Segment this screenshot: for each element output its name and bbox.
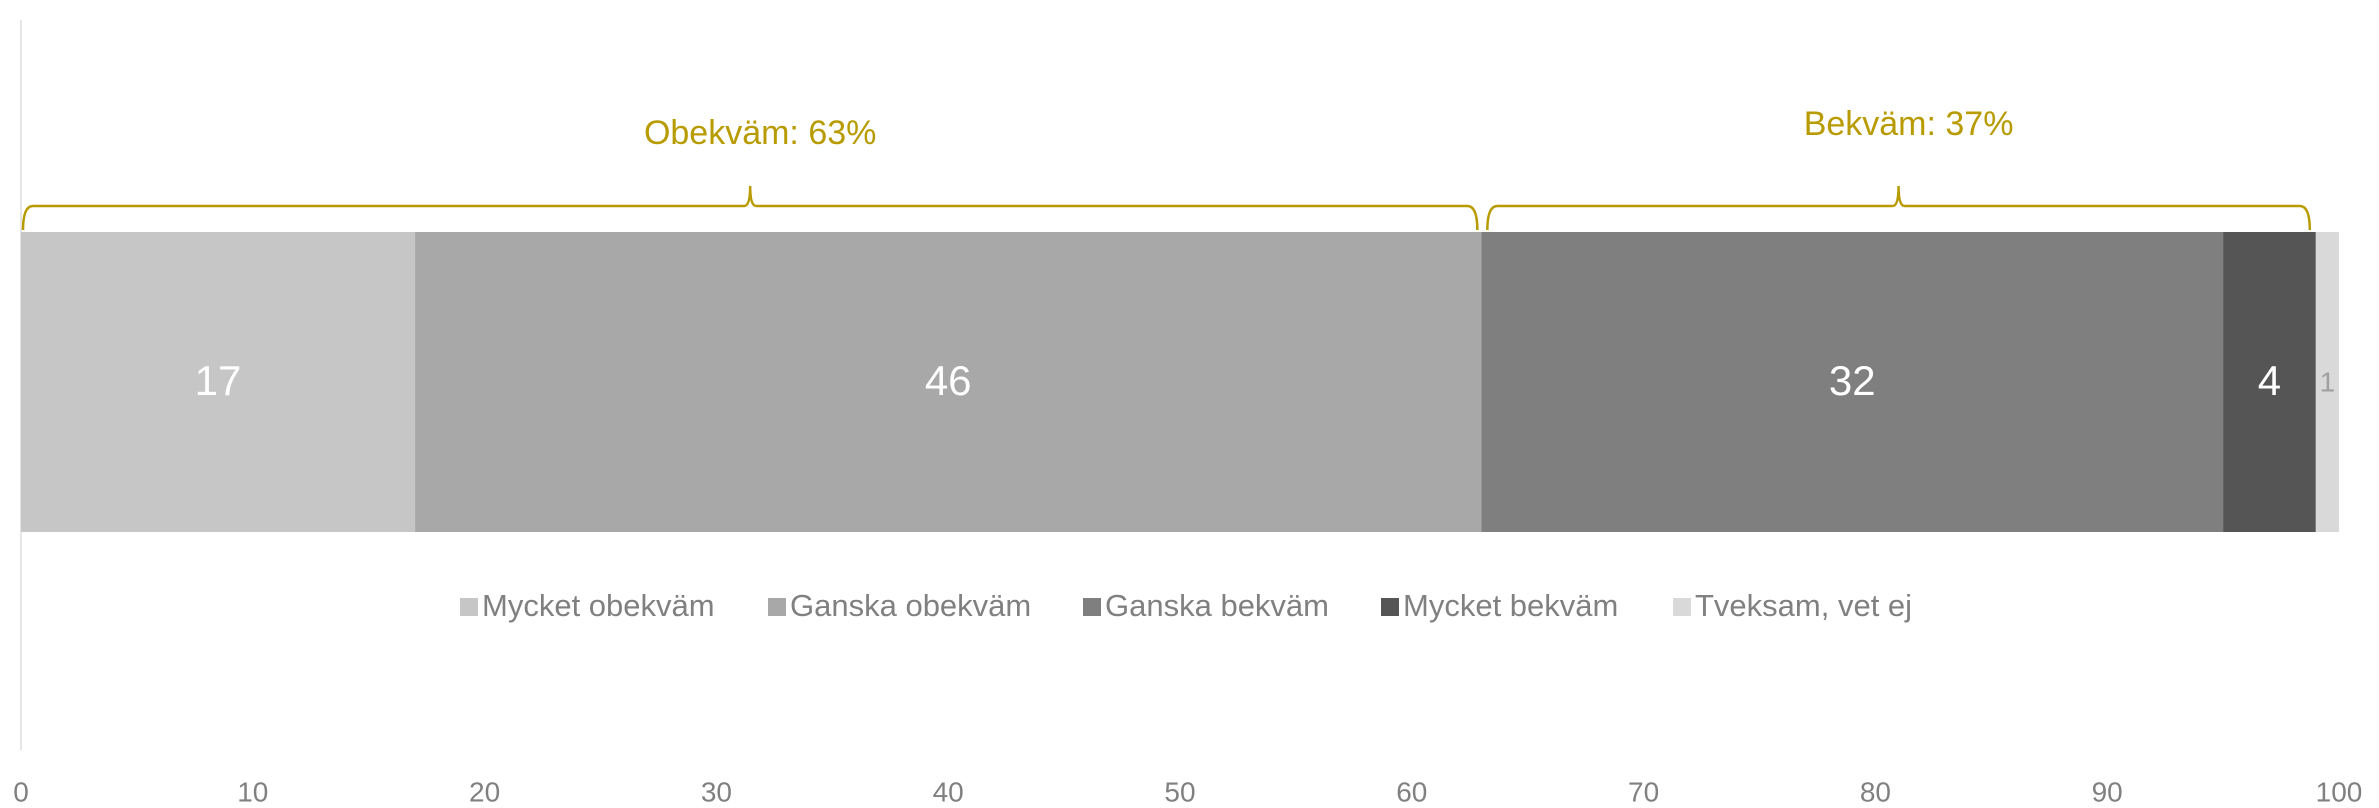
legend-swatch (460, 598, 478, 616)
bar-segment (2223, 232, 2316, 532)
legend-label: Tveksam, vet ej (1695, 588, 1912, 623)
brace (21, 185, 1479, 231)
annotation: Bekväm: 37% (1804, 105, 2014, 143)
bar-segment (415, 232, 1482, 532)
legend-label: Mycket bekväm (1403, 588, 1618, 623)
x-tick-label: 0 (13, 776, 29, 807)
x-tick-label: 80 (1860, 776, 1891, 807)
x-tick-label: 20 (469, 776, 500, 807)
x-tick-label: 70 (1628, 776, 1659, 807)
legend-swatch (1381, 598, 1399, 616)
data-label: 17 (195, 357, 242, 404)
legend-label: Ganska obekväm (790, 588, 1031, 623)
x-tick-label: 100 (2316, 776, 2363, 807)
x-tick-label: 10 (237, 776, 268, 807)
data-label: 4 (2258, 357, 2281, 404)
legend-swatch (1673, 598, 1691, 616)
bar-segment (21, 232, 416, 532)
brace (1486, 185, 2312, 231)
x-tick-label: 40 (933, 776, 964, 807)
data-label: 46 (925, 357, 972, 404)
data-label: 1 (2320, 366, 2336, 397)
legend-label: Mycket obekväm (482, 588, 715, 623)
legend-label: Ganska bekväm (1105, 588, 1329, 623)
annotation: Obekväm: 63% (644, 114, 876, 152)
legend-swatch (1083, 598, 1101, 616)
x-tick-label: 90 (2092, 776, 2123, 807)
bar-segment (2315, 232, 2339, 532)
x-tick-label: 50 (1164, 776, 1195, 807)
legend-swatch (768, 598, 786, 616)
x-tick-label: 60 (1396, 776, 1427, 807)
data-label: 32 (1829, 357, 1876, 404)
bar-segment (1481, 232, 2224, 532)
x-tick-label: 30 (701, 776, 732, 807)
